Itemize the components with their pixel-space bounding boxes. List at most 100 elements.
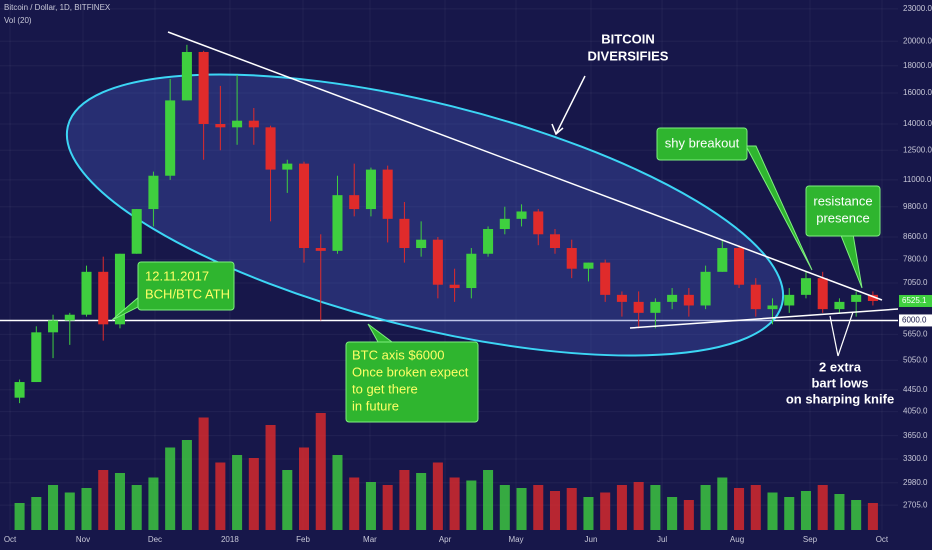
volume-bar [483,470,494,530]
callout-box [656,127,748,161]
candle-body [31,332,42,383]
candle-body [198,51,209,124]
annotation-text: BITCOIN [601,31,654,46]
x-tick-label: Aug [730,535,744,544]
trend-line [167,31,883,301]
volume-bar [131,485,142,530]
annotation-text: DIVERSIFIES [588,48,669,63]
volume-bar [834,494,845,530]
candle-body [600,262,611,295]
volume-bar [48,485,59,530]
candle-body [165,100,176,176]
candle-body [867,294,878,301]
candle-body [734,248,745,285]
last-price-box [899,294,932,307]
axes: 23000.0 20000.0 18000.0 16000.0 14000.0 12500… [4,4,932,544]
volume-bar [784,497,795,530]
x-tick-label: Sep [803,535,818,544]
volume-bar [734,488,745,530]
volume-bar [365,482,376,530]
callout-pointer [745,145,813,271]
x-tick-label: Mar [363,535,377,544]
volume-bar [700,485,711,530]
volume-bar [64,492,75,530]
candle-body [549,234,561,249]
price-axis [898,0,932,530]
candle-body [667,294,678,302]
candle-body [248,120,259,128]
annotation-text: in future [352,398,399,413]
volume-bar [566,488,577,530]
candle-body [800,278,811,295]
candle-body [215,123,226,128]
x-tick-label: Feb [296,535,310,544]
volume-bar [31,497,42,530]
y-tick-label: 3300.0 [903,454,928,463]
annotation-text: 12.11.2017 [145,268,209,283]
y-tick-label: 9800.0 [903,202,928,211]
candle-body [315,248,326,251]
volume-bar [717,477,728,530]
candle-body [399,218,410,249]
candle-body [633,301,644,313]
y-tick-label: 2705.0 [903,500,928,509]
candle-body [784,294,795,306]
callout-box [805,185,881,237]
volume-label: Vol (20) [4,16,32,25]
volume-bar [499,485,510,530]
annotation-text: resistance [813,193,872,208]
callout-box [345,341,479,423]
volume-bar [683,500,694,530]
candle-body [717,248,728,272]
candle-body [98,271,109,325]
annotation-text: on sharping knife [786,391,894,406]
y-tick-label: 4450.0 [903,385,928,394]
volume-bar [81,488,92,530]
volume-bar [466,480,477,530]
y-tick-label: 4050.0 [903,407,928,416]
x-tick-label: Dec [148,535,162,544]
x-tick-label: May [508,535,523,544]
candle-body [64,314,75,321]
volume-bar [867,503,878,530]
candle-body [616,294,627,302]
volume-bar [750,485,761,530]
candle-body [265,127,276,170]
volume-bar [817,485,828,530]
candle-body [583,262,594,269]
candle-body [382,169,393,219]
y-tick-label: 2980.0 [903,478,928,487]
candle-body [851,294,862,302]
candle-body [14,382,25,398]
x-tick-label: 2018 [221,535,239,544]
volume-bar [767,492,778,530]
candle-body [48,320,59,333]
x-tick-label: Oct [4,535,17,544]
volume-bar [382,485,393,530]
x-tick-label: Oct [876,535,889,544]
arrow [829,315,839,357]
volume-bar [165,447,176,530]
arrow [555,75,586,135]
annotation-text: BTC axis $6000 [352,347,445,362]
level-price-label: 6000.0 [902,316,927,325]
candle-body [181,51,192,101]
volume-bar [148,477,159,530]
y-tick-label: 16000.0 [903,88,932,97]
volume-bar [248,458,259,530]
volume-bar [432,462,443,530]
annotation-text: BCH/BTC ATH [145,286,230,301]
callout-box [137,261,235,311]
candle-body [416,239,427,249]
volume-bar [516,488,527,530]
volume-bar [232,455,243,530]
annotation-text: presence [816,210,869,225]
x-tick-label: Nov [76,535,90,544]
volume-bar [600,492,611,530]
y-tick-label: 5650.0 [903,329,928,338]
volume-bar [298,447,310,530]
y-tick-label: 3650.0 [903,431,928,440]
candle-body [499,218,510,230]
x-tick-label: Jul [657,535,667,544]
